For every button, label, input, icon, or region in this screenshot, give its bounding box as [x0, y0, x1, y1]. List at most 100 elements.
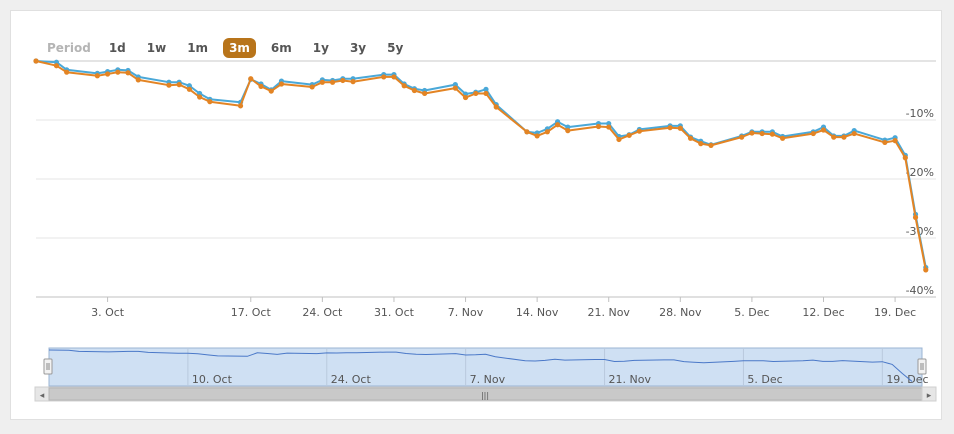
data-point[interactable]: [831, 134, 837, 140]
data-point[interactable]: [207, 99, 213, 105]
data-point[interactable]: [534, 133, 540, 139]
navigator[interactable]: 10. Oct 24. Oct 7. Nov 21. Nov 5. Dec 19. Dec: [43, 347, 929, 387]
period-button-1m[interactable]: 1m: [187, 41, 209, 55]
data-point[interactable]: [309, 84, 315, 90]
y-tick-label: -10%: [906, 107, 934, 120]
data-point[interactable]: [769, 131, 775, 137]
data-point[interactable]: [554, 122, 561, 128]
data-point[interactable]: [749, 130, 755, 136]
navigator-series-line: [48, 349, 913, 382]
data-point[interactable]: [166, 82, 172, 88]
x-tick-label: 14. Nov: [516, 306, 559, 319]
data-point[interactable]: [841, 134, 847, 140]
scroll-left-button[interactable]: ◂: [34, 386, 50, 402]
data-point[interactable]: [115, 69, 121, 75]
data-point[interactable]: [677, 125, 683, 131]
data-point[interactable]: [759, 130, 765, 137]
data-point[interactable]: [636, 128, 643, 134]
data-point[interactable]: [391, 74, 397, 80]
y-axis: -10%-20%-30%-40%: [906, 107, 934, 297]
x-tick-label: 31. Oct: [374, 306, 415, 319]
data-point[interactable]: [401, 83, 407, 89]
data-point[interactable]: [565, 128, 571, 134]
period-button-3m[interactable]: 3m: [223, 38, 256, 58]
data-point[interactable]: [186, 86, 193, 92]
scroll-right-button[interactable]: ▸: [921, 386, 937, 402]
data-point[interactable]: [125, 70, 131, 76]
data-point[interactable]: [452, 85, 458, 91]
data-point[interactable]: [237, 103, 244, 109]
data-point[interactable]: [483, 86, 489, 92]
data-point[interactable]: [902, 155, 908, 161]
x-tick-label: 12. Dec: [802, 306, 844, 319]
data-point[interactable]: [483, 90, 489, 97]
data-point[interactable]: [135, 77, 141, 83]
data-point[interactable]: [176, 82, 182, 88]
data-point[interactable]: [94, 73, 100, 79]
period-button-5y[interactable]: 5y: [387, 41, 404, 55]
data-point[interactable]: [33, 58, 39, 64]
data-point[interactable]: [381, 74, 387, 80]
data-point[interactable]: [708, 142, 714, 148]
data-point[interactable]: [820, 127, 827, 133]
data-point[interactable]: [851, 130, 857, 137]
period-label: Period: [47, 41, 91, 55]
data-point[interactable]: [912, 214, 919, 220]
series-2: [33, 58, 929, 273]
x-tick-label: 19. Dec: [874, 306, 916, 319]
data-point[interactable]: [626, 132, 632, 138]
navigator-tick-label: 19. Dec: [886, 373, 928, 386]
data-point[interactable]: [197, 94, 203, 100]
scrollbar-grip-icon: |||: [481, 391, 489, 400]
data-point[interactable]: [258, 83, 264, 89]
data-point[interactable]: [810, 130, 816, 137]
data-point[interactable]: [739, 134, 745, 140]
data-point[interactable]: [462, 94, 469, 101]
data-point[interactable]: [411, 87, 418, 94]
data-point[interactable]: [606, 124, 612, 130]
navigator-handle-left[interactable]: [43, 358, 53, 375]
data-point[interactable]: [104, 71, 111, 77]
data-point[interactable]: [544, 129, 550, 135]
data-point[interactable]: [892, 138, 898, 144]
x-tick-label: 24. Oct: [302, 306, 343, 319]
data-point[interactable]: [493, 104, 499, 110]
data-point[interactable]: [616, 136, 622, 143]
series-line: [35, 60, 927, 268]
x-tick-label: 28. Nov: [659, 306, 702, 319]
data-point[interactable]: [350, 79, 356, 85]
period-button-3y[interactable]: 3y: [349, 41, 367, 55]
x-tick-label: 17. Oct: [231, 306, 272, 319]
x-tick-label: 3. Oct: [91, 306, 125, 319]
data-point[interactable]: [779, 135, 786, 141]
navigator-tick-label: 7. Nov: [470, 373, 506, 386]
data-point[interactable]: [687, 135, 694, 141]
data-point[interactable]: [595, 123, 602, 130]
series-line: [35, 60, 927, 271]
data-point[interactable]: [53, 63, 60, 69]
navigator-handle-right[interactable]: [917, 358, 927, 375]
period-button-6m[interactable]: 6m: [270, 41, 292, 55]
period-button-1y[interactable]: 1y: [312, 41, 329, 55]
data-point[interactable]: [340, 77, 346, 84]
navigator-tick-label: 10. Oct: [192, 373, 233, 386]
data-point[interactable]: [923, 267, 929, 273]
period-button-1w[interactable]: 1w: [146, 41, 167, 55]
data-point[interactable]: [882, 139, 888, 146]
period-button-1d[interactable]: 1d: [108, 41, 126, 55]
data-point[interactable]: [473, 90, 479, 97]
data-point[interactable]: [248, 76, 254, 82]
data-point[interactable]: [329, 79, 336, 85]
y-tick-label: -40%: [906, 284, 934, 297]
data-point[interactable]: [319, 79, 325, 85]
data-point[interactable]: [524, 129, 530, 135]
scrollbar[interactable]: ◂ ||| ▸: [34, 386, 937, 402]
y-tick-label: -20%: [906, 166, 934, 179]
data-point[interactable]: [667, 125, 673, 131]
data-point[interactable]: [268, 88, 274, 94]
data-point[interactable]: [422, 90, 428, 97]
data-point[interactable]: [278, 81, 285, 87]
data-point[interactable]: [698, 141, 704, 147]
data-point[interactable]: [64, 69, 70, 75]
